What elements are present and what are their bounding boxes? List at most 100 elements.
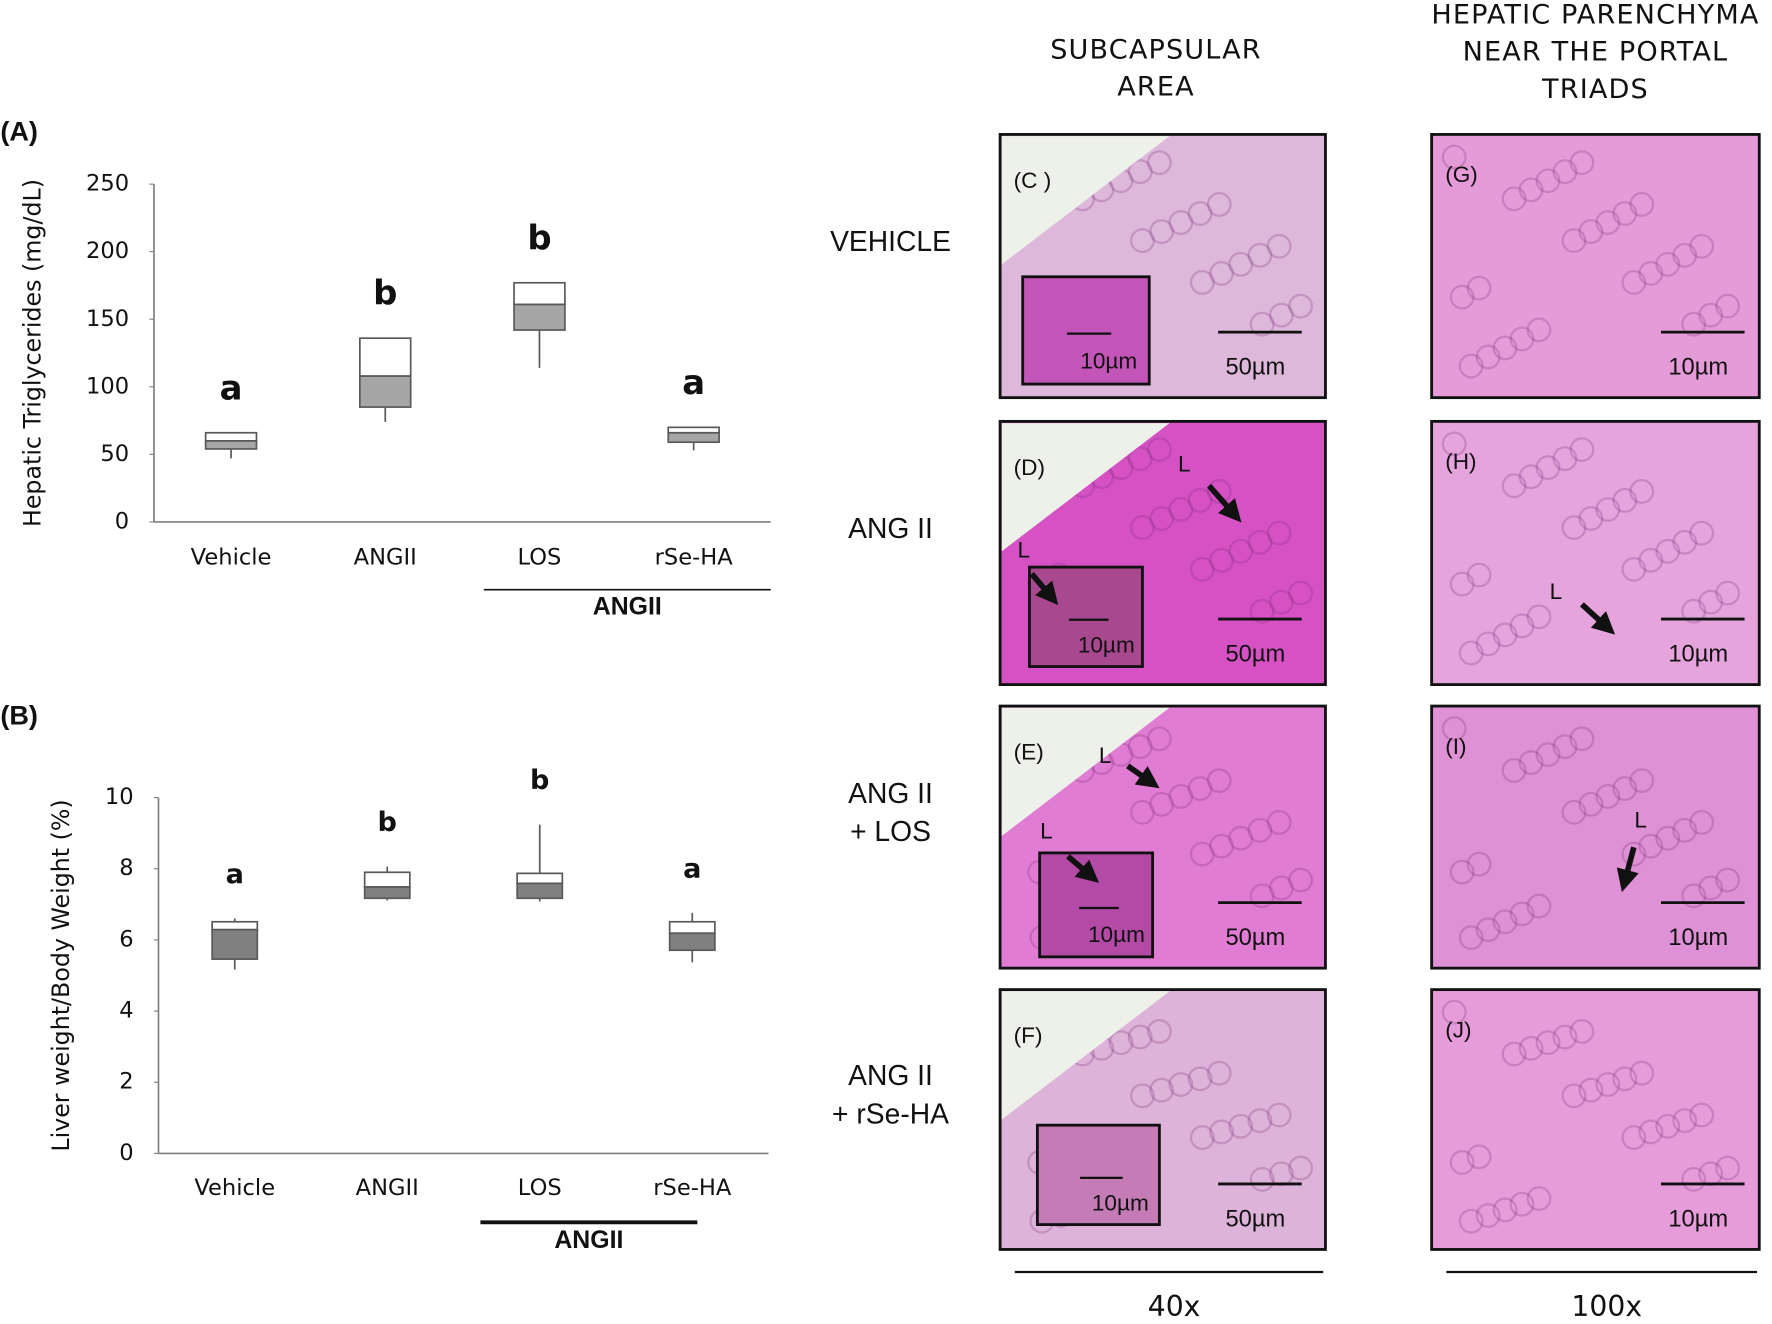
cell-texture <box>1475 917 1501 943</box>
cell-texture <box>1561 799 1587 825</box>
cell-texture <box>1458 1208 1484 1234</box>
cell-texture <box>1189 269 1215 295</box>
cell-texture <box>1561 228 1587 254</box>
group-label: ANGII <box>593 593 662 620</box>
significance-letter: b <box>527 218 551 257</box>
cell-texture <box>1266 233 1292 259</box>
x-tick-label: LOS <box>518 545 562 571</box>
panel-letter: (E) <box>1014 739 1044 764</box>
micrograph <box>1430 988 1761 1251</box>
scale-label: 10µm <box>1668 355 1728 381</box>
scale-label: 50µm <box>1226 641 1286 667</box>
cell-texture <box>1168 497 1194 522</box>
cell-texture <box>1509 326 1535 352</box>
cell-texture <box>1247 242 1273 268</box>
cell-texture <box>1266 520 1292 546</box>
cell-texture <box>1501 473 1527 499</box>
cell-texture <box>1535 168 1561 194</box>
row-label: VEHICLE <box>830 225 951 257</box>
inset-scale-label: 10µm <box>1092 1191 1149 1216</box>
cell-texture <box>1228 825 1254 851</box>
cell-texture <box>1127 159 1153 185</box>
y-tick-label: 2 <box>119 1069 133 1095</box>
cell-texture <box>1168 1072 1194 1097</box>
cell-texture <box>1449 284 1475 310</box>
marker-arrow <box>1579 602 1616 635</box>
panel-letter: (J) <box>1445 1017 1471 1042</box>
panel-letter: (D) <box>1014 455 1045 480</box>
cell-texture <box>1146 150 1172 176</box>
y-axis-label: Liver weight/Body Weight (%) <box>47 799 75 1151</box>
cell-texture <box>1638 833 1664 859</box>
column-header: SUBCAPSULAR <box>1050 34 1262 65</box>
panel-letter: (G) <box>1445 162 1478 187</box>
cell-texture <box>1266 809 1292 835</box>
cell-texture <box>1689 809 1715 835</box>
cell-texture <box>1509 901 1535 927</box>
cell-texture <box>1441 716 1467 742</box>
cell-texture <box>1509 613 1535 639</box>
cell-texture <box>1475 631 1501 657</box>
cell-texture <box>1458 925 1484 951</box>
inset-scale-label: 10µm <box>1080 349 1137 374</box>
marker-label: L <box>1178 451 1191 476</box>
micrograph <box>1430 419 1761 687</box>
cell-texture <box>1681 598 1707 624</box>
cell-texture <box>1492 622 1518 648</box>
cell-texture <box>1569 1018 1595 1044</box>
cell-texture <box>1655 251 1681 277</box>
cell-texture <box>1552 1024 1578 1050</box>
box-upper <box>516 872 564 885</box>
cell-texture <box>1209 260 1234 286</box>
cell-texture <box>1526 317 1552 343</box>
marker-arrow <box>1029 572 1059 606</box>
cell-texture <box>1247 817 1273 843</box>
cell-texture <box>1249 598 1275 624</box>
marker-label: L <box>1099 743 1112 768</box>
cell-texture <box>1578 506 1604 531</box>
cell-texture <box>1127 446 1153 472</box>
cell-texture <box>1552 734 1578 760</box>
cell-texture <box>1189 556 1215 582</box>
cell-texture <box>1449 571 1475 597</box>
cell-texture <box>1535 455 1561 481</box>
cell-texture <box>1146 1018 1172 1044</box>
cell-texture <box>1621 556 1647 582</box>
cell-texture <box>1518 177 1544 203</box>
panel-letter: (H) <box>1445 449 1476 474</box>
cell-texture <box>1501 186 1527 212</box>
cell-texture <box>1146 726 1172 752</box>
cell-texture <box>1449 1150 1475 1175</box>
cell-texture <box>1681 883 1707 909</box>
cell-texture <box>1535 1030 1561 1056</box>
magnification-label: 100x <box>1571 1290 1642 1323</box>
cell-texture <box>1698 875 1724 901</box>
cell-texture <box>1655 825 1681 851</box>
y-tick-label: 0 <box>115 508 129 534</box>
inset <box>1021 275 1151 386</box>
cell-texture <box>1638 547 1664 573</box>
cell-texture <box>1228 251 1254 277</box>
cell-texture <box>1288 867 1314 893</box>
marker-label: L <box>1550 579 1563 604</box>
cell-texture <box>1209 833 1234 859</box>
cell-texture <box>1578 219 1604 245</box>
cell-texture <box>1475 1203 1501 1228</box>
marker-label: L <box>1634 807 1647 832</box>
cell-texture <box>1672 242 1698 268</box>
cell-texture <box>1247 529 1273 555</box>
cell-texture <box>1441 144 1467 170</box>
cell-texture <box>1715 293 1741 319</box>
cell-texture <box>1127 734 1153 760</box>
significance-letter: a <box>226 859 244 890</box>
cell-texture <box>1681 311 1707 337</box>
cell-texture <box>1612 201 1638 226</box>
cell-texture <box>1187 1066 1213 1092</box>
marker-arrow <box>1066 854 1100 883</box>
box-upper <box>204 431 258 442</box>
cell-texture <box>1130 515 1155 540</box>
cell-texture <box>1187 201 1213 226</box>
cell-texture <box>1130 228 1155 254</box>
scale-label: 50µm <box>1226 925 1286 951</box>
